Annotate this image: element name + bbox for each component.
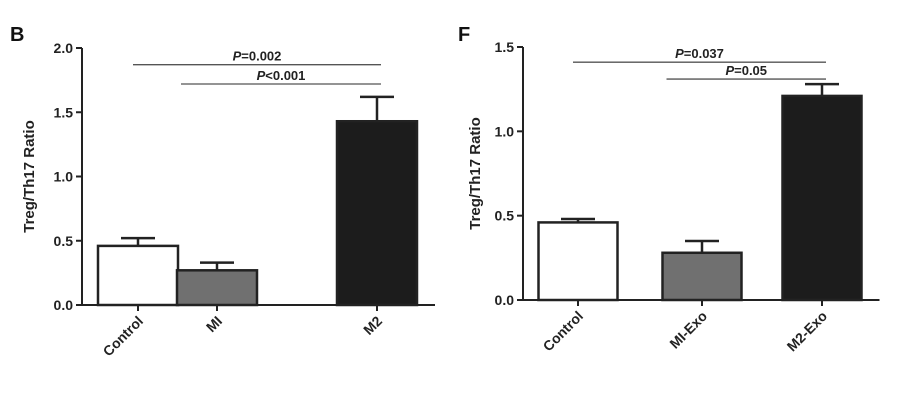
chart-f-category-label: M2-Exo bbox=[784, 308, 831, 355]
chart-f-category-label: MI-Exo bbox=[666, 308, 710, 352]
chart-b-category-label: M2 bbox=[360, 313, 385, 338]
chart-f-y-axis-label: Treg/Th17 Ratio bbox=[467, 117, 484, 230]
chart-panel-f: F 0.0 0.5 1.0 1.5 Treg/Th17 Ratio Control MI-E… bbox=[450, 0, 900, 401]
chart-f-y-tick-label: 0.5 bbox=[495, 208, 515, 224]
chart-f-svg: 0.0 0.5 1.0 1.5 Treg/Th17 Ratio Control MI-Exo… bbox=[467, 39, 880, 355]
chart-f-p-value-label: P=0.037 bbox=[675, 46, 724, 61]
chart-b-p-value-label: P=0.002 bbox=[233, 49, 282, 64]
chart-f-y-tick-label: 0.0 bbox=[495, 292, 515, 308]
chart-b-category-label: Control bbox=[100, 313, 147, 360]
chart-f-y-tick-label: 1.5 bbox=[495, 39, 515, 55]
chart-b-svg: 0.0 0.5 1.0 1.5 2.0 Treg/Th17 Ratio Control MI M… bbox=[21, 40, 435, 360]
chart-b-y-tick-label: 1.0 bbox=[54, 169, 74, 185]
chart-b-category-label: MI bbox=[203, 313, 225, 335]
chart-b-bar-m2 bbox=[335, 119, 419, 307]
chart-f-bar-mi-exo bbox=[661, 251, 743, 302]
chart-b-y-tick-label: 0.0 bbox=[54, 297, 74, 313]
chart-f-bar-m2-exo bbox=[781, 94, 863, 302]
chart-f-bar-control bbox=[537, 221, 619, 302]
chart-b-y-tick-label: 2.0 bbox=[54, 40, 74, 56]
chart-f-category-label: Control bbox=[540, 308, 587, 355]
chart-b-bar-mi bbox=[175, 269, 259, 307]
chart-b-p-value-label: P<0.001 bbox=[257, 68, 306, 83]
chart-panel-b: B 0.0 0.5 1.0 1.5 2.0 Treg/Th17 Ratio Control M… bbox=[10, 24, 435, 360]
panel-letter-f: F bbox=[458, 24, 471, 46]
chart-b-bar-control bbox=[96, 244, 180, 307]
chart-f-p-value-label: P=0.05 bbox=[725, 63, 767, 78]
chart-f-y-tick-label: 1.0 bbox=[495, 123, 515, 139]
chart-b-y-tick-label: 1.5 bbox=[54, 104, 74, 120]
panel-letter-b: B bbox=[10, 24, 25, 46]
chart-b-y-tick-label: 0.5 bbox=[54, 233, 74, 249]
chart-b-y-axis-label: Treg/Th17 Ratio bbox=[21, 120, 38, 233]
